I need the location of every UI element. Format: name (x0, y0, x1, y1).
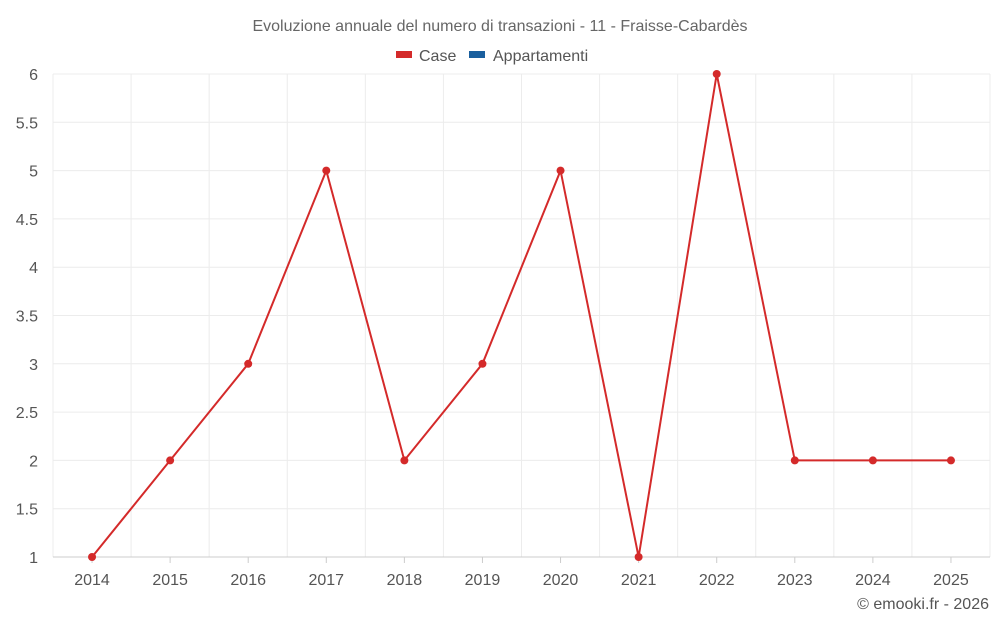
x-tick-label: 2018 (387, 572, 423, 589)
y-tick-label: 4.5 (16, 212, 38, 229)
legend-item-case[interactable]: Case (396, 48, 456, 65)
legend: Case Appartamenti (396, 48, 588, 65)
y-tick-label: 5 (29, 164, 38, 181)
data-point[interactable] (244, 359, 253, 368)
x-tick-label: 2017 (308, 572, 344, 589)
y-axis: 1 1.5 2 2.5 3 3.5 4 4.5 5 5.5 6 (16, 67, 38, 567)
data-point[interactable] (634, 553, 643, 561)
x-tick-label: 2024 (855, 572, 891, 589)
x-tick-label: 2020 (543, 572, 579, 589)
data-point[interactable] (322, 166, 331, 175)
data-point[interactable] (868, 456, 877, 465)
data-point[interactable] (712, 70, 721, 78)
y-tick-label: 5.5 (16, 115, 38, 132)
chart-title: Evoluzione annuale del numero di transaz… (252, 18, 747, 35)
credit-text: © emooki.fr - 2026 (857, 596, 989, 613)
legend-swatch-appartamenti (469, 51, 485, 58)
y-tick-label: 6 (29, 67, 38, 84)
y-tick-label: 1 (29, 550, 38, 567)
x-tick-label: 2014 (74, 572, 110, 589)
series-line-case (91, 73, 951, 558)
data-point[interactable] (400, 456, 409, 465)
x-tick-label: 2016 (230, 572, 266, 589)
x-tick-label: 2015 (152, 572, 188, 589)
y-tick-label: 4 (29, 260, 38, 277)
x-tick-label: 2019 (465, 572, 501, 589)
x-axis: 2014 2015 2016 2017 2018 2019 2020 2021 2022 2023… (53, 556, 990, 589)
y-tick-label: 2.5 (16, 405, 38, 422)
x-tick-label: 2023 (777, 572, 813, 589)
y-tick-label: 1.5 (16, 502, 38, 519)
grid (52, 73, 991, 558)
x-tick-label: 2022 (699, 572, 735, 589)
legend-swatch-case (396, 51, 412, 58)
legend-label-case: Case (419, 48, 456, 65)
data-point[interactable] (478, 359, 487, 368)
x-tick-label: 2025 (933, 572, 969, 589)
data-point[interactable] (790, 456, 799, 465)
data-point[interactable] (946, 456, 955, 465)
x-tick-label: 2021 (621, 572, 657, 589)
legend-label-appartamenti: Appartamenti (493, 48, 588, 65)
y-tick-label: 2 (29, 453, 38, 470)
data-point[interactable] (88, 553, 97, 561)
series-layer (88, 70, 955, 561)
data-point[interactable] (166, 456, 175, 465)
legend-item-appartamenti[interactable]: Appartamenti (469, 48, 588, 65)
y-tick-label: 3 (29, 357, 38, 374)
data-point[interactable] (556, 166, 565, 175)
y-tick-label: 3.5 (16, 309, 38, 326)
